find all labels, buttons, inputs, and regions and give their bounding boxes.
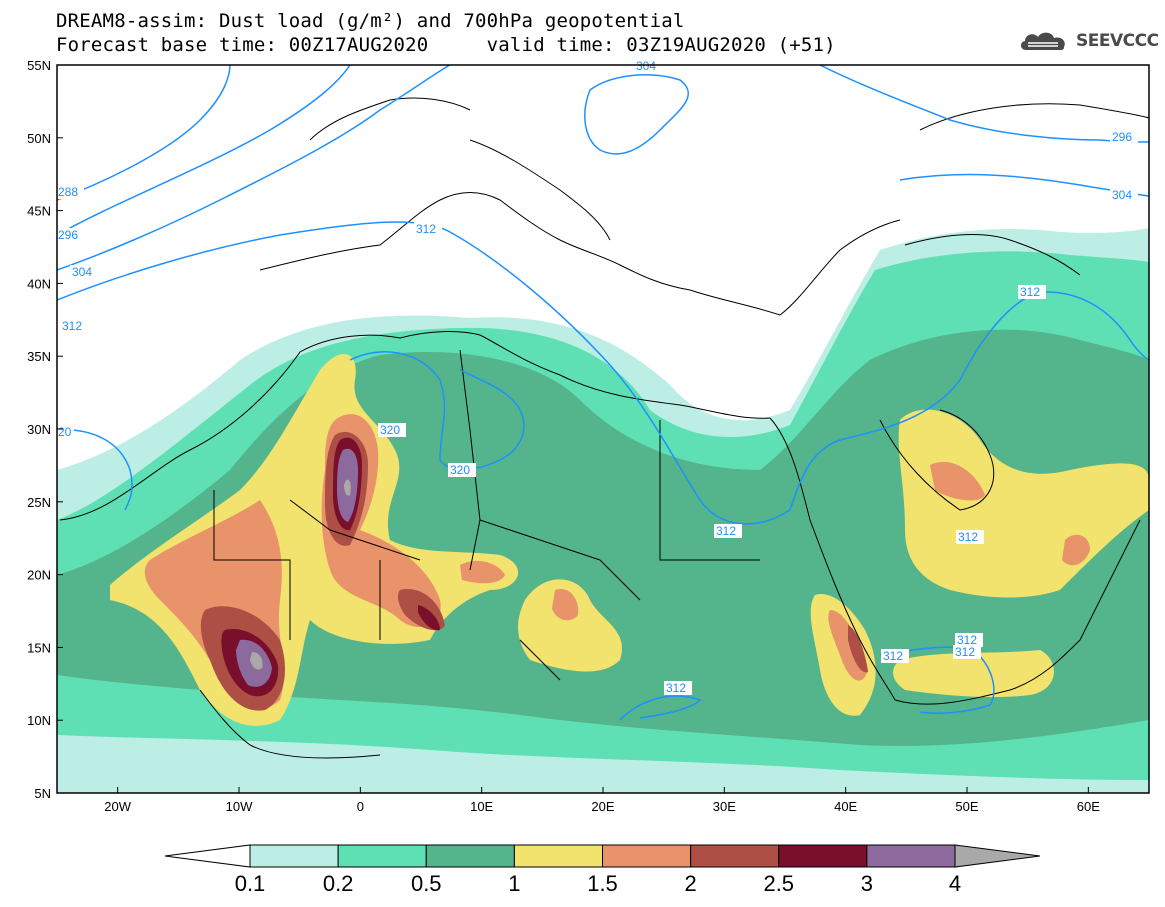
contour-label: 320 <box>380 423 400 437</box>
contour-label: 312 <box>716 524 736 538</box>
lat-tick-label: 20N <box>27 568 51 583</box>
contour-label: 296 <box>1112 130 1132 144</box>
colorbar-segment <box>513 844 603 868</box>
contour-label: 296 <box>58 228 78 242</box>
colorbar-label: 0.1 <box>235 871 266 896</box>
contour-label: 312 <box>1020 285 1040 299</box>
logo-text: SEEVCCC <box>1076 31 1159 51</box>
lat-tick-label: 15N <box>27 640 51 655</box>
contour-label: 304 <box>636 59 656 73</box>
contour-label: 20 <box>58 425 72 439</box>
coastlines <box>59 97 1149 759</box>
colorbar-label: 2 <box>685 871 697 896</box>
colorbar-label: 1.5 <box>587 871 618 896</box>
axis-tick-marks <box>57 64 1089 794</box>
dust-field <box>57 65 1149 793</box>
lat-tick-label: 40N <box>27 276 51 291</box>
colorbar-label: 0.2 <box>323 871 354 896</box>
contour-label: 320 <box>450 463 470 477</box>
lon-tick-label: 50E <box>955 799 978 814</box>
seevccc-logo: SEEVCCC <box>1018 28 1159 54</box>
colorbar-segment <box>778 844 868 868</box>
contour-label: 304 <box>72 265 92 279</box>
lat-tick-label: 10N <box>27 713 51 728</box>
contour-labels: 304 296 288 296 304 312 312 320 320 312 … <box>56 59 1138 695</box>
lon-tick-label: 10W <box>226 799 253 814</box>
cloud-icon <box>1020 32 1065 50</box>
lon-tick-label: 20E <box>591 799 614 814</box>
colorbar-label: 2.5 <box>763 871 794 896</box>
lat-tick-label: 5N <box>34 786 51 801</box>
colorbar: 0.1 0.2 0.5 1 1.5 2 2.5 3 4 <box>164 844 1041 896</box>
latitude-axis: 55N 50N 45N 40N 35N 30N 25N 20N 15N 10N 5N <box>27 58 51 801</box>
lon-tick-label: 0 <box>357 799 364 814</box>
colorbar-segment <box>602 844 692 868</box>
colorbar-segment <box>249 844 339 868</box>
lat-tick-label: 35N <box>27 349 51 364</box>
contour-label: 312 <box>883 649 903 663</box>
colorbar-label: 0.5 <box>411 871 442 896</box>
colorbar-label: 3 <box>861 871 873 896</box>
colorbar-label: 4 <box>949 871 961 896</box>
lon-tick-label: 30E <box>713 799 736 814</box>
longitude-axis: 20W 10W 0 10E 20E 30E 40E 50E 60E <box>104 799 1100 814</box>
colorbar-segment <box>425 844 515 868</box>
contour-label: 312 <box>416 222 436 236</box>
lon-tick-label: 20W <box>104 799 131 814</box>
colorbar-max-extension <box>954 844 1041 868</box>
colorbar-min-extension <box>164 844 251 868</box>
lon-tick-label: 10E <box>470 799 493 814</box>
lon-tick-label: 60E <box>1077 799 1100 814</box>
lat-tick-label: 45N <box>27 204 51 219</box>
contour-label: 312 <box>666 681 686 695</box>
contour-label: 312 <box>62 319 82 333</box>
lat-tick-label: 50N <box>27 131 51 146</box>
colorbar-segment <box>690 844 780 868</box>
contour-label: 312 <box>955 645 975 659</box>
contour-label: 304 <box>1112 188 1132 202</box>
lat-tick-label: 30N <box>27 422 51 437</box>
contour-label: 312 <box>958 530 978 544</box>
colorbar-segment <box>337 844 427 868</box>
forecast-times: Forecast base time: 00Z17AUG2020 valid t… <box>56 34 836 56</box>
colorbar-segment <box>866 844 956 868</box>
contour-label: 288 <box>58 185 78 199</box>
colorbar-label: 1 <box>508 871 520 896</box>
lat-tick-label: 55N <box>27 58 51 73</box>
contour-label: 312 <box>957 633 977 647</box>
lat-tick-label: 25N <box>27 495 51 510</box>
lon-tick-label: 40E <box>834 799 857 814</box>
map-title: DREAM8-assim: Dust load (g/m²) and 700hP… <box>56 10 685 32</box>
